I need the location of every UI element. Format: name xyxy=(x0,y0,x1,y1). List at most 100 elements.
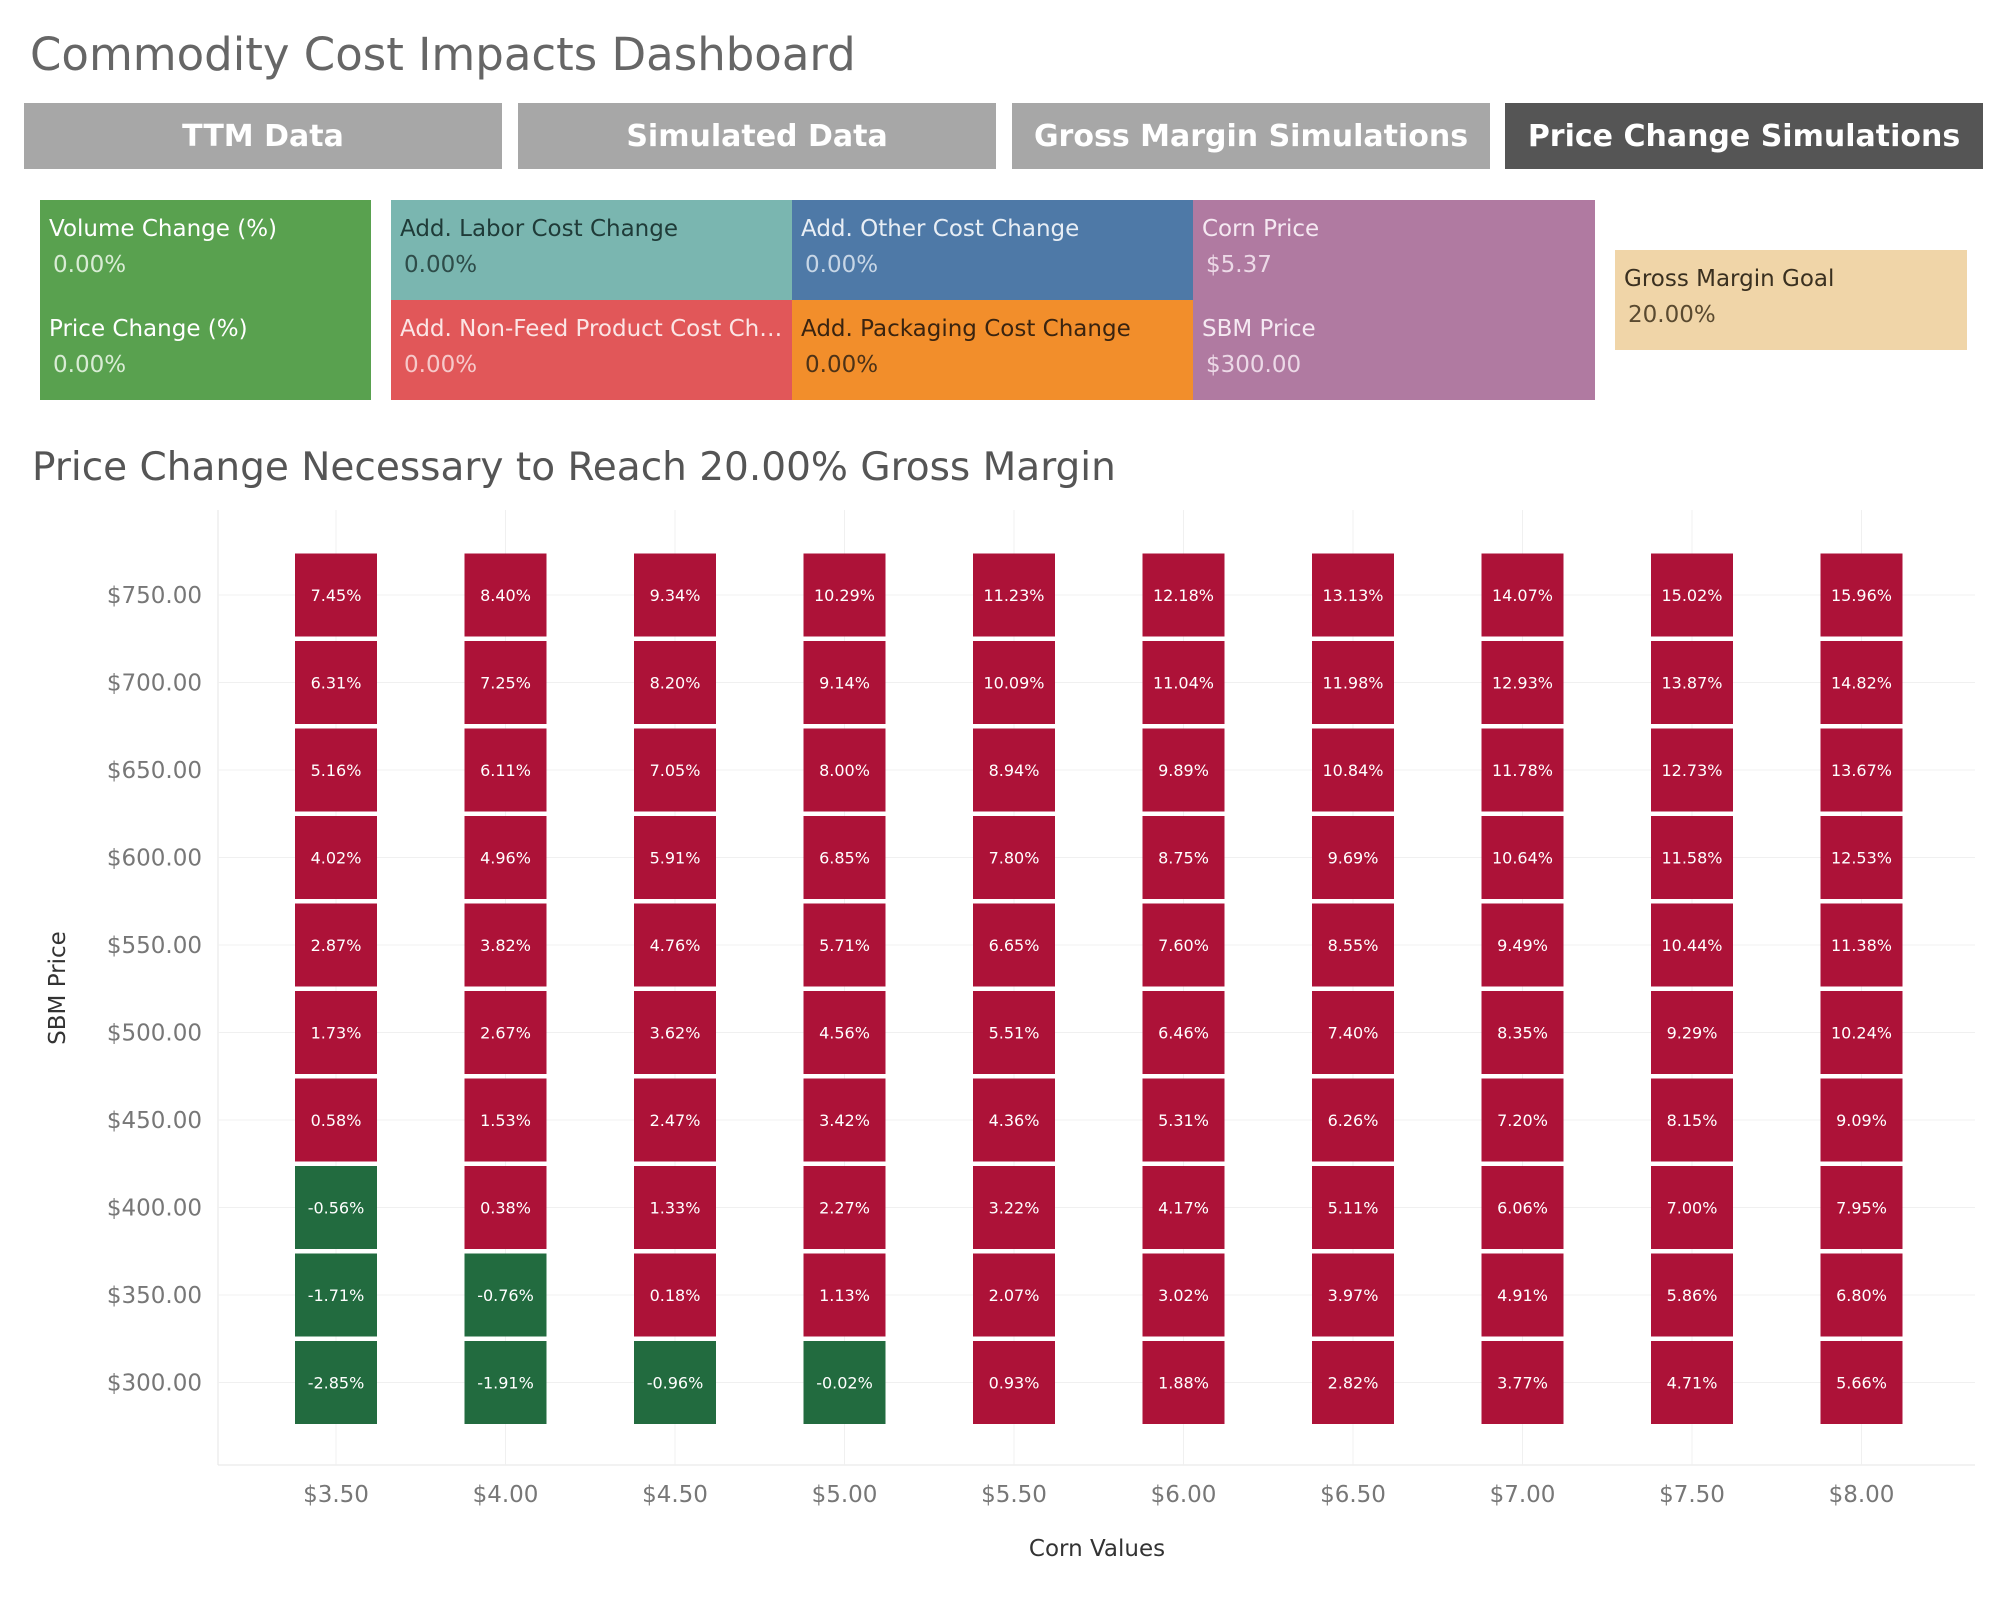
heatmap-cell[interactable] xyxy=(1142,903,1225,987)
price-change-value[interactable]: 0.00% xyxy=(53,352,127,378)
heatmap-cell[interactable] xyxy=(1651,1078,1733,1162)
heatmap-cell[interactable] xyxy=(634,641,716,724)
heatmap-cell[interactable] xyxy=(1312,1253,1394,1337)
heatmap-cell[interactable] xyxy=(1820,903,1903,987)
heatmap-cell[interactable] xyxy=(295,1341,377,1424)
heatmap-cell[interactable] xyxy=(1651,641,1733,724)
heatmap-cell[interactable] xyxy=(973,903,1055,987)
heatmap-cell[interactable] xyxy=(464,728,547,812)
tab-simulated-data[interactable]: Simulated Data xyxy=(518,103,996,169)
heatmap-cell[interactable] xyxy=(973,728,1055,812)
sbm-price-value[interactable]: $300.00 xyxy=(1206,352,1302,378)
heatmap-cell[interactable] xyxy=(1142,816,1225,899)
heatmap-cell[interactable] xyxy=(1142,1341,1225,1424)
heatmap-cell[interactable] xyxy=(973,991,1055,1074)
heatmap-cell[interactable] xyxy=(295,1166,377,1249)
heatmap-cell[interactable] xyxy=(803,816,886,899)
heatmap-cell[interactable] xyxy=(803,1253,886,1337)
heatmap-cell[interactable] xyxy=(1142,1253,1225,1337)
heatmap-cell[interactable] xyxy=(973,553,1055,637)
heatmap-cell[interactable] xyxy=(1651,1166,1733,1249)
heatmap-cell[interactable] xyxy=(634,1078,716,1162)
heatmap-cell[interactable] xyxy=(464,1341,547,1424)
heatmap-cell[interactable] xyxy=(1651,903,1733,987)
heatmap-cell[interactable] xyxy=(803,1078,886,1162)
heatmap-cell[interactable] xyxy=(803,1166,886,1249)
heatmap-cell[interactable] xyxy=(1312,903,1394,987)
heatmap-cell[interactable] xyxy=(1651,553,1733,637)
heatmap-cell[interactable] xyxy=(464,1253,547,1337)
heatmap-cell[interactable] xyxy=(803,728,886,812)
heatmap-cell[interactable] xyxy=(1481,1166,1564,1249)
heatmap-cell[interactable] xyxy=(1481,641,1564,724)
heatmap-cell[interactable] xyxy=(634,1253,716,1337)
heatmap-cell[interactable] xyxy=(1142,1078,1225,1162)
heatmap-cell[interactable] xyxy=(634,903,716,987)
heatmap-cell[interactable] xyxy=(1481,991,1564,1074)
heatmap-cell[interactable] xyxy=(803,553,886,637)
packaging-cost-value[interactable]: 0.00% xyxy=(805,352,879,378)
heatmap-cell[interactable] xyxy=(973,816,1055,899)
heatmap-cell[interactable] xyxy=(464,641,547,724)
corn-price-value[interactable]: $5.37 xyxy=(1206,252,1272,278)
heatmap-cell[interactable] xyxy=(1820,991,1903,1074)
heatmap-cell[interactable] xyxy=(1820,816,1903,899)
heatmap-cell[interactable] xyxy=(1820,553,1903,637)
heatmap-cell[interactable] xyxy=(1142,1166,1225,1249)
heatmap-cell[interactable] xyxy=(973,641,1055,724)
heatmap-cell[interactable] xyxy=(1312,1341,1394,1424)
heatmap-cell[interactable] xyxy=(1481,816,1564,899)
other-cost-value[interactable]: 0.00% xyxy=(805,252,879,278)
gross-margin-goal-value[interactable]: 20.00% xyxy=(1628,302,1716,328)
heatmap-cell[interactable] xyxy=(634,1166,716,1249)
heatmap-cell[interactable] xyxy=(1312,816,1394,899)
labor-cost-value[interactable]: 0.00% xyxy=(404,252,478,278)
heatmap-cell[interactable] xyxy=(1312,1166,1394,1249)
heatmap-cell[interactable] xyxy=(1820,728,1903,812)
heatmap-cell[interactable] xyxy=(803,903,886,987)
heatmap-cell[interactable] xyxy=(1312,991,1394,1074)
heatmap-cell[interactable] xyxy=(1142,553,1225,637)
heatmap-cell[interactable] xyxy=(803,991,886,1074)
heatmap-cell[interactable] xyxy=(1820,1078,1903,1162)
heatmap-cell[interactable] xyxy=(973,1253,1055,1337)
heatmap-cell[interactable] xyxy=(803,1341,886,1424)
heatmap-cell[interactable] xyxy=(1651,1253,1733,1337)
heatmap-cell[interactable] xyxy=(295,728,377,812)
heatmap-cell[interactable] xyxy=(1142,728,1225,812)
heatmap-cell[interactable] xyxy=(464,903,547,987)
heatmap-cell[interactable] xyxy=(1651,1341,1733,1424)
heatmap-cell[interactable] xyxy=(1481,1078,1564,1162)
heatmap-cell[interactable] xyxy=(295,991,377,1074)
heatmap-cell[interactable] xyxy=(464,1166,547,1249)
heatmap-cell[interactable] xyxy=(1142,991,1225,1074)
heatmap-cell[interactable] xyxy=(803,641,886,724)
heatmap-cell[interactable] xyxy=(295,1253,377,1337)
heatmap-cell[interactable] xyxy=(1820,641,1903,724)
heatmap-cell[interactable] xyxy=(1481,1253,1564,1337)
heatmap-cell[interactable] xyxy=(1481,728,1564,812)
heatmap-cell[interactable] xyxy=(1312,553,1394,637)
heatmap-cell[interactable] xyxy=(1481,903,1564,987)
tab-price-change-simulations[interactable]: Price Change Simulations xyxy=(1505,103,1983,169)
heatmap-cell[interactable] xyxy=(1651,991,1733,1074)
heatmap-cell[interactable] xyxy=(634,1341,716,1424)
heatmap-cell[interactable] xyxy=(973,1078,1055,1162)
heatmap-cell[interactable] xyxy=(634,553,716,637)
heatmap-cell[interactable] xyxy=(295,903,377,987)
heatmap-cell[interactable] xyxy=(464,991,547,1074)
heatmap-cell[interactable] xyxy=(295,553,377,637)
heatmap-cell[interactable] xyxy=(1312,728,1394,812)
heatmap-cell[interactable] xyxy=(634,991,716,1074)
heatmap-cell[interactable] xyxy=(464,1078,547,1162)
heatmap-cell[interactable] xyxy=(1820,1253,1903,1337)
heatmap-cell[interactable] xyxy=(464,816,547,899)
heatmap-cell[interactable] xyxy=(295,816,377,899)
heatmap-cell[interactable] xyxy=(295,1078,377,1162)
heatmap-cell[interactable] xyxy=(1820,1341,1903,1424)
heatmap-cell[interactable] xyxy=(1651,816,1733,899)
tab-gross-margin-simulations[interactable]: Gross Margin Simulations xyxy=(1012,103,1490,169)
nonfeed-cost-value[interactable]: 0.00% xyxy=(404,352,478,378)
heatmap-cell[interactable] xyxy=(973,1166,1055,1249)
heatmap-cell[interactable] xyxy=(973,1341,1055,1424)
